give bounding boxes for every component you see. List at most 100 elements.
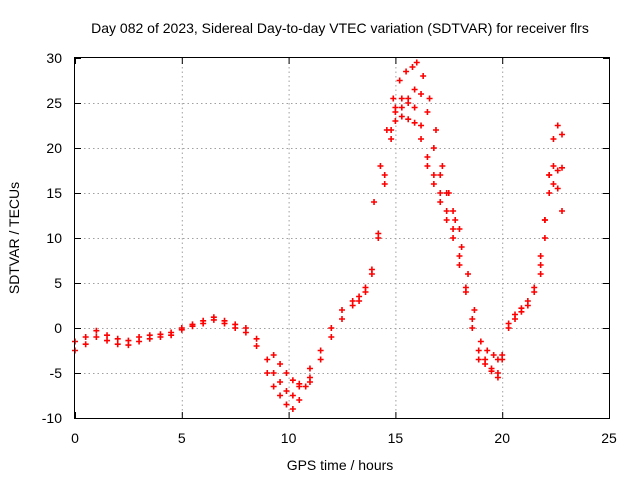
- data-point: [512, 316, 519, 322]
- data-point: [82, 341, 89, 348]
- data-point: [554, 185, 561, 192]
- data-point: [554, 122, 561, 129]
- data-point: [541, 235, 548, 241]
- data-point: [339, 316, 345, 322]
- data-point: [210, 316, 217, 323]
- data-point: [559, 208, 566, 214]
- data-point: [388, 136, 395, 142]
- data-point: [362, 289, 369, 295]
- data-point: [277, 379, 284, 385]
- data-point: [371, 199, 378, 205]
- data-point: [317, 356, 324, 363]
- data-point: [302, 383, 309, 390]
- data-point: [450, 235, 457, 241]
- y-tick-label: 10: [46, 230, 62, 246]
- data-point: [82, 334, 89, 340]
- y-tick-label: 15: [46, 185, 62, 201]
- y-tick-label: 25: [46, 95, 62, 111]
- data-point: [328, 334, 335, 340]
- data-point: [375, 230, 382, 237]
- y-tick-label: -5: [50, 365, 63, 381]
- data-point: [475, 356, 482, 363]
- data-point: [437, 199, 444, 205]
- data-point: [356, 298, 363, 304]
- data-point: [125, 342, 132, 349]
- data-point: [411, 86, 418, 93]
- data-point: [306, 374, 313, 381]
- data-point: [550, 163, 557, 169]
- data-point: [398, 95, 405, 102]
- data-point: [283, 370, 290, 376]
- data-point: [462, 284, 469, 291]
- data-point: [377, 163, 384, 169]
- data-point: [443, 208, 450, 214]
- data-point: [554, 167, 561, 174]
- data-point: [413, 59, 420, 66]
- x-tick-label: 15: [388, 430, 404, 446]
- data-point: [277, 361, 284, 367]
- data-point: [242, 329, 249, 336]
- data-point: [405, 116, 412, 123]
- data-point: [409, 64, 416, 70]
- data-point: [518, 308, 525, 315]
- data-point: [381, 181, 388, 187]
- data-point: [430, 181, 437, 187]
- data-point: [93, 327, 100, 334]
- data-point: [289, 377, 296, 384]
- data-point: [168, 332, 175, 339]
- data-point: [505, 325, 512, 331]
- data-point: [426, 95, 433, 102]
- data-point: [411, 119, 418, 126]
- data-point: [232, 325, 239, 331]
- data-point: [157, 334, 164, 340]
- x-tick-label: 5: [178, 430, 186, 446]
- data-point: [200, 320, 207, 327]
- data-points: [72, 59, 566, 412]
- data-point: [114, 335, 121, 342]
- data-point: [531, 289, 538, 295]
- data-point: [443, 190, 450, 196]
- data-point: [405, 95, 412, 102]
- x-tick-labels: 0 5 10 15 20 25: [71, 430, 617, 446]
- data-point: [289, 406, 296, 412]
- x-tick-label: 20: [494, 430, 510, 446]
- data-point: [296, 397, 303, 403]
- data-point: [277, 392, 284, 399]
- series-track-3: [270, 59, 566, 390]
- data-point: [339, 307, 345, 313]
- data-point: [546, 190, 553, 196]
- data-point: [420, 73, 427, 79]
- y-tick-labels: -10 -5 0 5 10 15 20 25 30: [42, 50, 62, 426]
- data-point: [392, 109, 399, 115]
- y-tick-label: 5: [54, 275, 62, 291]
- data-point: [437, 172, 444, 178]
- data-point: [270, 370, 277, 376]
- data-point: [477, 338, 484, 345]
- data-point: [424, 109, 431, 115]
- data-point: [283, 388, 290, 394]
- grid-lines: [75, 58, 609, 418]
- data-point: [381, 172, 388, 178]
- data-point: [418, 91, 425, 97]
- data-point: [450, 208, 457, 214]
- data-point: [253, 343, 260, 349]
- chart-title: Day 082 of 2023, Sidereal Day-to-day VTE…: [91, 20, 589, 36]
- data-point: [411, 104, 418, 111]
- data-point: [114, 341, 121, 348]
- data-point: [494, 356, 501, 363]
- data-point: [390, 95, 397, 102]
- data-point: [398, 104, 405, 111]
- data-point: [418, 136, 425, 142]
- series-track-2: [72, 95, 566, 412]
- data-point: [418, 122, 425, 129]
- data-point: [458, 244, 465, 250]
- data-point: [546, 172, 553, 178]
- data-point: [559, 164, 566, 171]
- data-point: [443, 217, 450, 223]
- x-tick-label: 0: [71, 430, 79, 446]
- data-point: [317, 347, 324, 354]
- data-point: [469, 316, 476, 322]
- data-point: [178, 326, 185, 333]
- data-point: [396, 77, 403, 84]
